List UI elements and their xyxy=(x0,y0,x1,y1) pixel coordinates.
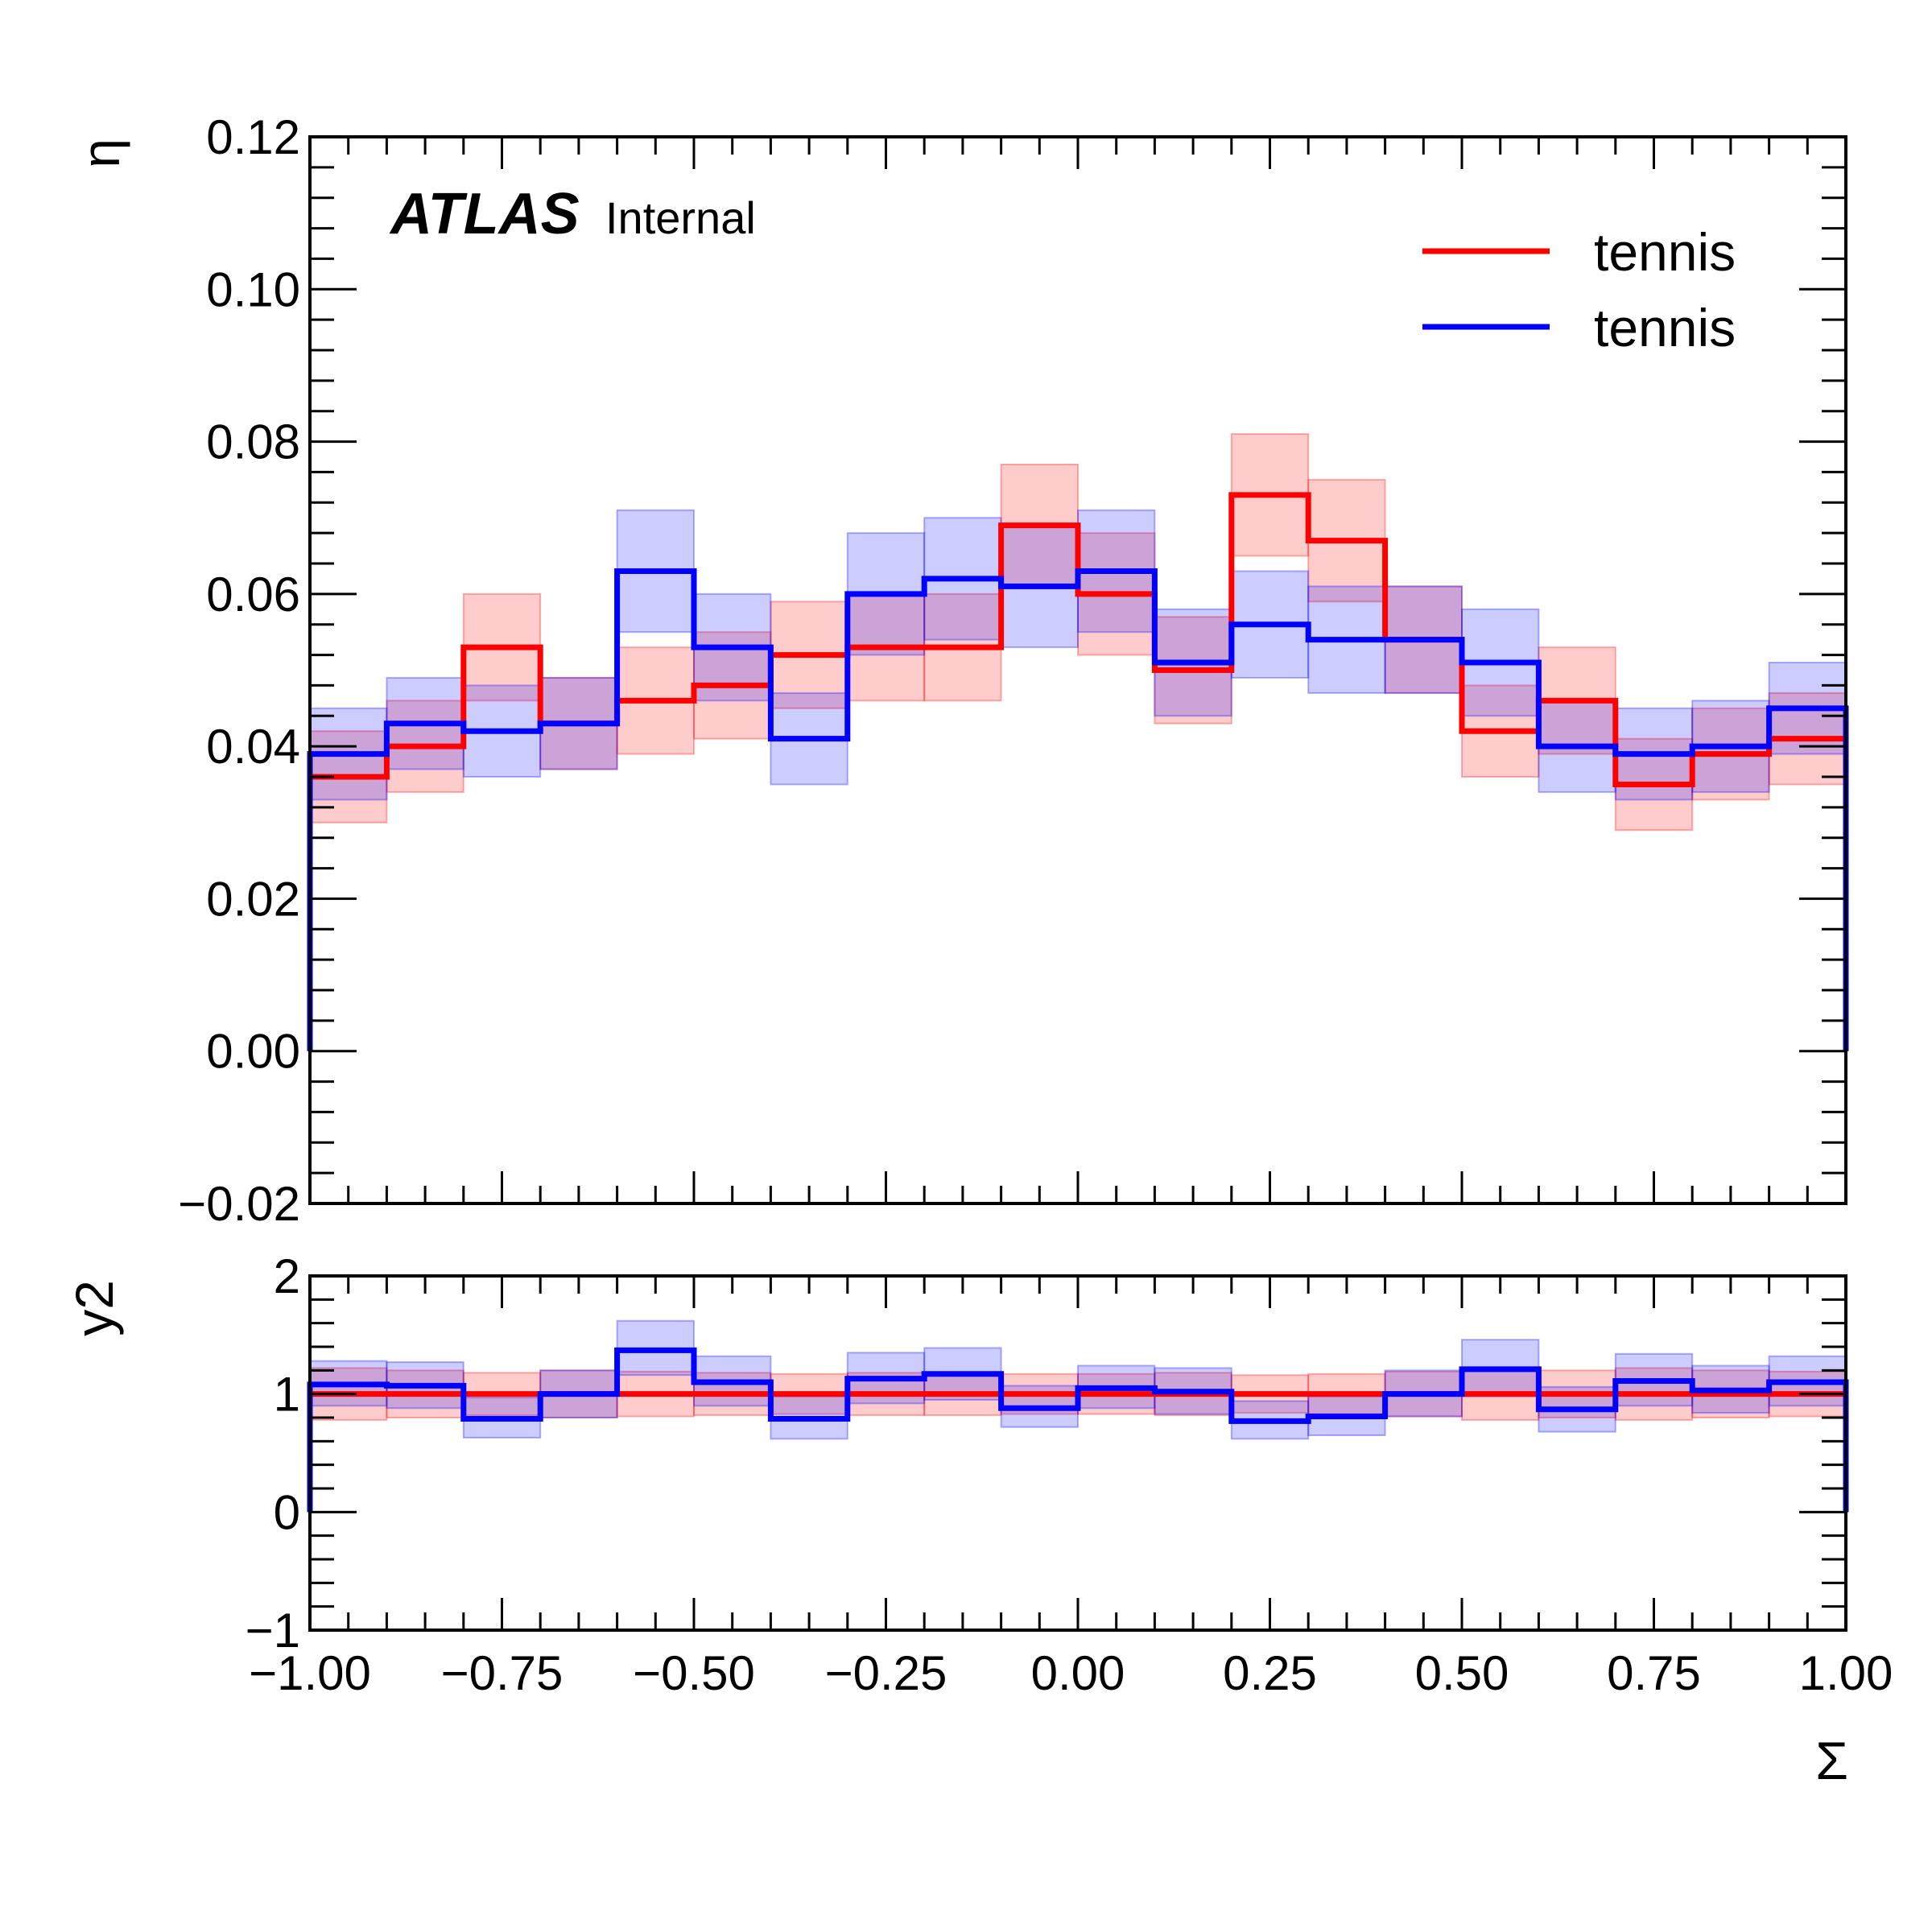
ratio-step-lines xyxy=(307,1347,1849,1513)
ratio-panel: −1 0 1 2 −1.00 −0.75 −0.50 −0.25 0.00 0.25 0.50 0.… xyxy=(64,1249,1893,1790)
main-step-lines xyxy=(307,492,1849,1051)
ratio-ytick-label: 2 xyxy=(274,1249,300,1303)
legend-label-red: tennis xyxy=(1594,222,1736,282)
ratio-y-axis-label: y2 xyxy=(64,1280,124,1336)
main-y-axis-label: η xyxy=(71,138,130,168)
main-ytick-label: 0.02 xyxy=(206,872,300,926)
main-ytick-label: 0.12 xyxy=(206,110,300,164)
x-tick-label: 0.00 xyxy=(1031,1646,1125,1700)
x-tick-label: 1.00 xyxy=(1799,1646,1893,1700)
main-plot-frame xyxy=(308,135,1847,1205)
x-tick-label: −0.50 xyxy=(633,1646,755,1700)
x-tick-label: 0.75 xyxy=(1607,1646,1701,1700)
x-tick-label: −0.25 xyxy=(825,1646,947,1700)
ratio-step-line-series1 xyxy=(307,1347,1849,1513)
main-ytick-label: −0.02 xyxy=(178,1177,300,1231)
x-tick-labels: −1.00 −0.75 −0.50 −0.25 0.00 0.25 0.50 0.75 1.00 xyxy=(249,1646,1893,1700)
main-step-line-series0 xyxy=(307,492,1849,1051)
ratio-ytick-label: 0 xyxy=(274,1485,300,1539)
ratio-y-tick-labels: −1 0 1 2 xyxy=(246,1249,300,1657)
legend-label-blue: tennis xyxy=(1594,298,1736,357)
x-tick-label: −0.75 xyxy=(441,1646,564,1700)
main-ytick-label: 0.06 xyxy=(206,568,300,621)
atlas-experiment-text: ATLAS xyxy=(389,182,580,246)
x-axis-label: Σ xyxy=(1815,1731,1848,1790)
x-tick-label: 0.25 xyxy=(1223,1646,1317,1700)
main-y-tick-labels: −0.02 0.00 0.02 0.04 0.06 0.08 0.10 0.12 xyxy=(178,110,300,1231)
ratio-plot-frame xyxy=(308,1274,1847,1632)
atlas-status-text: Internal xyxy=(605,192,756,243)
ratio-ytick-label: −1 xyxy=(246,1604,300,1657)
ratio-ytick-label: 1 xyxy=(274,1368,300,1422)
main-panel: −0.02 0.00 0.02 0.04 0.06 0.08 0.10 0.12 η ATLA… xyxy=(71,110,1849,1231)
legend: tennis tennis xyxy=(1422,222,1736,357)
main-ytick-label: 0.10 xyxy=(206,262,300,316)
x-tick-label: 0.50 xyxy=(1415,1646,1509,1700)
atlas-label: ATLAS Internal xyxy=(389,182,756,246)
main-step-line-series1 xyxy=(307,568,1849,1051)
main-ytick-label: 0.00 xyxy=(206,1025,300,1079)
main-ytick-label: 0.04 xyxy=(206,720,300,774)
main-ytick-label: 0.08 xyxy=(206,415,300,469)
x-tick-label: −1.00 xyxy=(249,1646,371,1700)
